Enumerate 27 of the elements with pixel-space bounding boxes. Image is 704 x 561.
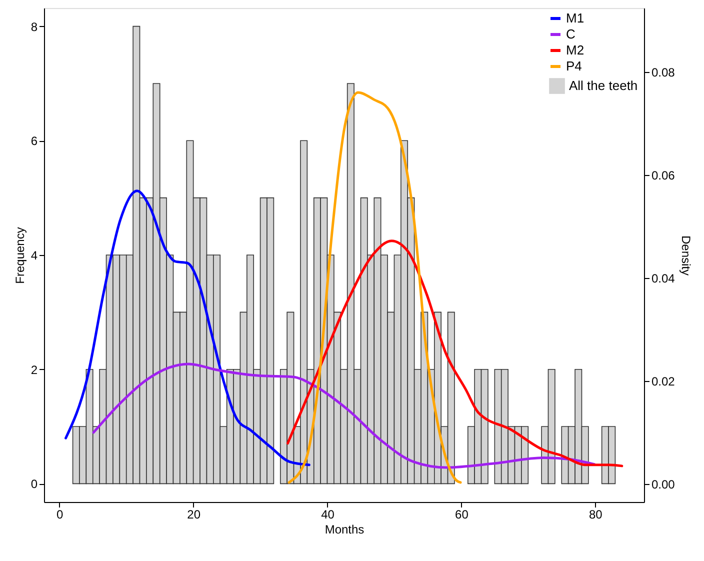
y2-tick-label: 0.04 (652, 271, 676, 286)
line-series (286, 240, 624, 468)
legend-label: C (566, 26, 576, 42)
x-tick-label: 20 (187, 508, 201, 522)
legend-label: M2 (566, 42, 584, 58)
legend-label: All the teeth (569, 78, 638, 93)
x-tick-label: 0 (56, 508, 64, 522)
x-tick-label: 80 (588, 508, 603, 522)
y2-tick-label: 0.00 (652, 477, 676, 492)
line-series (64, 190, 310, 466)
y-tick-label: 2 (30, 362, 38, 377)
y2-tick-label: 0.06 (652, 168, 676, 182)
legend-label: P4 (566, 58, 582, 74)
y-tick-label: 4 (30, 248, 38, 262)
x-tick-label: 40 (321, 508, 335, 522)
x-tick-label: 60 (455, 508, 469, 522)
x-axis-title: Months (324, 522, 364, 536)
y-tick-label: 6 (30, 134, 38, 148)
y-tick-label: 0 (30, 477, 38, 492)
line-series (92, 362, 596, 469)
y2-tick-label: 0.08 (652, 65, 676, 80)
y2-axis-title: Density (678, 235, 693, 276)
y2-tick-label: 0.02 (652, 374, 676, 388)
line-series (288, 91, 462, 484)
y-tick-label: 8 (30, 20, 38, 34)
legend-label: M1 (566, 10, 584, 26)
y-axis-title: Frequency (12, 227, 27, 284)
